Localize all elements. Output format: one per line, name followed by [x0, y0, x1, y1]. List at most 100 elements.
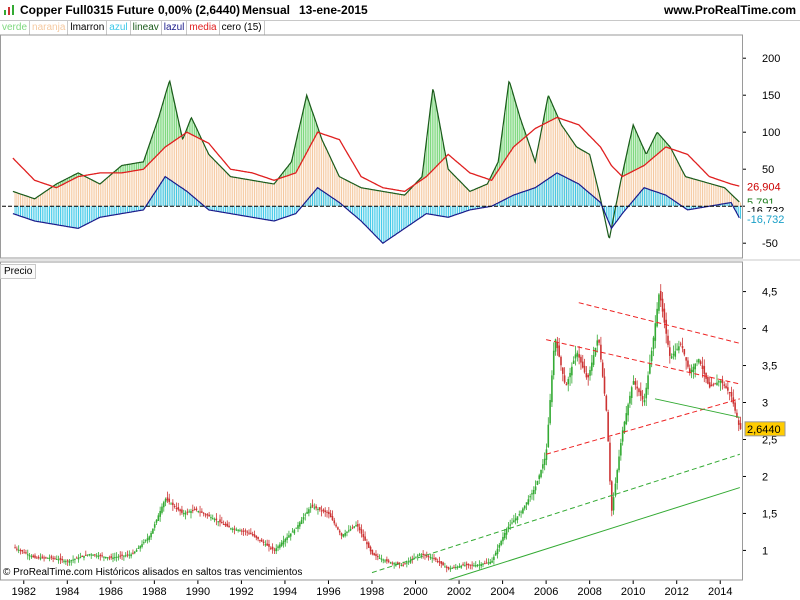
candle-body [338, 530, 341, 533]
candle-body [192, 510, 194, 512]
candle-body [289, 533, 292, 537]
media-series-line [12, 116, 740, 193]
candle-body [83, 555, 85, 558]
candle-body [398, 562, 401, 565]
candle-body [211, 518, 214, 520]
candle-body [144, 540, 147, 542]
candle-body [717, 381, 720, 383]
candle-body [547, 424, 550, 448]
candle-body [620, 442, 622, 456]
legend-media[interactable]: media [187, 21, 220, 35]
candles [14, 284, 742, 573]
candle-body [500, 540, 502, 546]
candle-body [175, 508, 178, 510]
candle-body [592, 355, 595, 365]
candle-body [554, 339, 557, 352]
candle-body [629, 395, 631, 404]
x-axis-tick-label: 2004 [490, 586, 514, 598]
legend-lineav[interactable]: lineav [131, 21, 162, 35]
candle-body [698, 359, 700, 363]
candle-body [224, 523, 227, 526]
candle-body [534, 486, 537, 491]
candle-body [538, 475, 541, 479]
legend-cero[interactable]: cero (15) [220, 21, 265, 35]
candle-body [616, 470, 619, 483]
candle-body [106, 557, 109, 559]
site-url: www.ProRealTime.com [664, 3, 797, 17]
indicator-y-tick-label: 0 [762, 201, 768, 213]
candle-body [458, 566, 461, 568]
legend-verde[interactable]: verde [0, 21, 31, 35]
candle-body [435, 558, 437, 560]
candle-body [411, 558, 414, 560]
candle-body [344, 532, 346, 536]
legend-naranja[interactable]: naranja [30, 21, 69, 35]
candle-body [416, 555, 419, 557]
candle-body [295, 527, 297, 529]
candle-body [389, 562, 392, 564]
x-axis-tick-label: 2002 [447, 586, 471, 598]
candle-body [273, 549, 276, 551]
x-axis-tick-label: 1998 [360, 586, 384, 598]
x-axis-tick-label: 2008 [577, 586, 601, 598]
candle-body [275, 548, 278, 552]
candle-body [155, 519, 158, 523]
candle-body [148, 536, 151, 540]
price-y-tick-label: 4,5 [762, 287, 777, 299]
candle-body [725, 385, 727, 389]
candle-body [63, 560, 65, 562]
candle-body [679, 343, 682, 345]
candle-body [235, 529, 238, 531]
candle-body [520, 511, 522, 513]
candle-body [237, 529, 239, 531]
candle-body [337, 527, 339, 530]
legend-lmarron[interactable]: lmarron [68, 21, 108, 35]
candle-body [585, 373, 588, 378]
price-y-tick-label: 3 [762, 398, 768, 410]
candle-body [688, 368, 691, 373]
candle-body [449, 568, 452, 570]
candle-body [66, 560, 69, 562]
candle-body [384, 560, 386, 562]
candle-body [447, 567, 450, 569]
candle-body [727, 387, 729, 391]
x-axis-tick-label: 2006 [534, 586, 558, 598]
candle-body [404, 563, 406, 565]
candle-body [146, 538, 149, 541]
candle-body [137, 547, 140, 549]
candle-body [532, 490, 535, 495]
trendline-red-3 [545, 398, 740, 455]
candle-body [471, 564, 473, 566]
candle-body [297, 525, 299, 529]
candle-body [658, 294, 660, 311]
candle-body [362, 534, 365, 538]
candle-body [351, 527, 354, 529]
candle-body [687, 360, 689, 367]
title-bar: Copper Full0315 Future 0,00% (2,6440) Me… [0, 0, 800, 21]
candle-body [567, 379, 570, 385]
candle-body [199, 511, 201, 513]
candle-body [99, 554, 102, 557]
price-panel-frame [0, 261, 743, 581]
candle-body [50, 556, 53, 558]
candle-body [456, 566, 459, 568]
legend-azul[interactable]: azul [107, 21, 131, 35]
candle-body [259, 539, 261, 541]
candle-body [77, 557, 80, 560]
candle-body [43, 557, 45, 559]
candle-body [556, 342, 559, 349]
candle-body [433, 557, 435, 559]
candle-body [115, 556, 118, 558]
legend-lazul[interactable]: lazul [162, 21, 188, 35]
candle-body [153, 524, 156, 528]
candle-body [188, 511, 190, 513]
lazul-value-label-upper-box [745, 203, 786, 217]
candle-body [400, 564, 403, 566]
trendline-green-4 [371, 453, 740, 574]
candle-body [425, 555, 428, 557]
candle-body [603, 376, 606, 394]
date-label: 13-ene-2015 [299, 3, 368, 17]
candle-body [728, 392, 731, 394]
candle-body [707, 377, 709, 384]
